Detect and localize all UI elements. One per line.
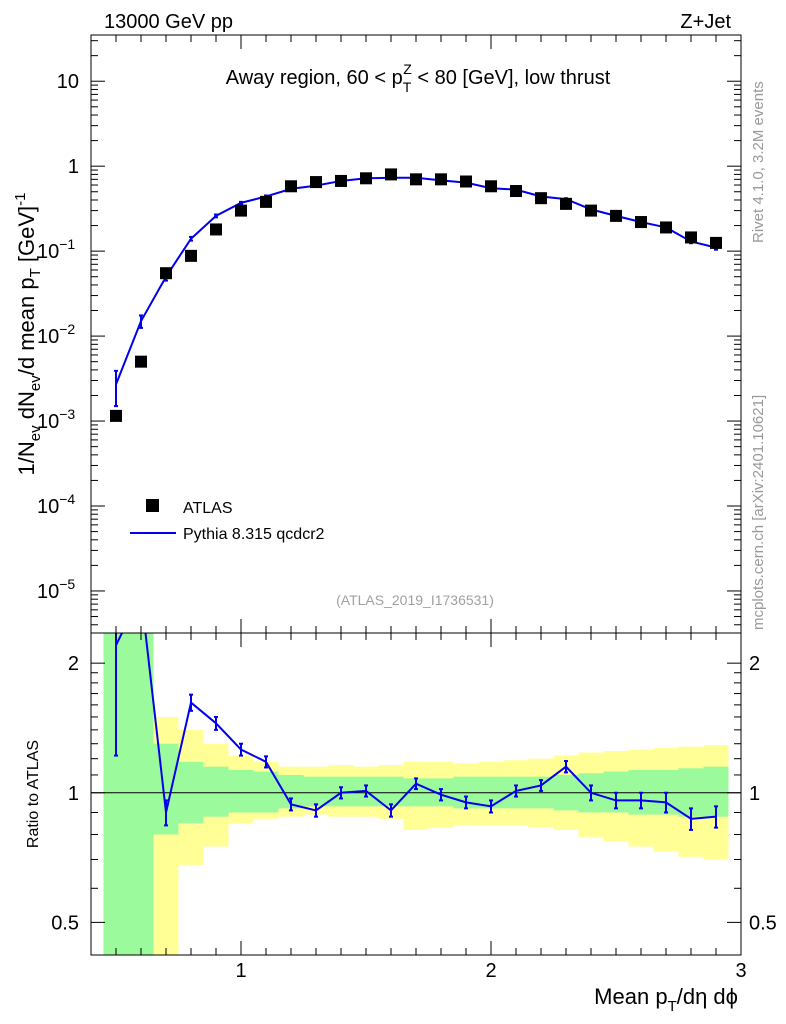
y-tick-label: 10 xyxy=(57,71,79,93)
atlas-point xyxy=(660,221,672,234)
green-band-bin xyxy=(228,769,254,813)
legend-atlas-marker xyxy=(146,499,159,512)
atlas-point xyxy=(435,173,447,186)
ratio-y-tick-label-right: 0.5 xyxy=(749,912,777,934)
ratio-uncertainty-bands xyxy=(103,633,729,955)
ratio-y-tick-label-right: 1 xyxy=(749,783,760,805)
pythia-line xyxy=(115,176,717,385)
atlas-point xyxy=(635,216,647,229)
ratio-y-tick-label: 1 xyxy=(68,783,79,805)
atlas-point xyxy=(710,236,722,249)
atlas-point xyxy=(185,249,197,262)
y-tick-label: 1 xyxy=(68,156,79,178)
atlas-point xyxy=(685,231,697,244)
x-tick-label: 3 xyxy=(735,960,746,982)
atlas-point xyxy=(335,174,347,187)
ratio-y-tick-label-right: 2 xyxy=(749,653,760,675)
y-tick-label: 10−4 xyxy=(37,491,75,518)
atlas-point xyxy=(160,267,172,280)
green-band-bin xyxy=(303,776,329,807)
y-tick-label: 10−2 xyxy=(37,321,75,348)
atlas-point xyxy=(610,209,622,222)
atlas-point xyxy=(510,185,522,198)
x-axis-label: Mean pT/dη dϕ xyxy=(594,984,738,1015)
y-tick-label: 10−5 xyxy=(37,576,75,603)
data-marks xyxy=(91,168,741,831)
atlas-point xyxy=(360,172,372,185)
atlas-point xyxy=(410,173,422,186)
legend: ATLAS Pythia 8.315 qcdcr2 xyxy=(130,499,325,543)
main-plot-frame xyxy=(90,34,742,634)
atlas-point xyxy=(110,409,122,422)
green-band-bin xyxy=(253,771,279,813)
atlas-point xyxy=(135,355,147,368)
y-axis-label: 1/Nev dNev/d mean pT [GeV]-1 xyxy=(12,193,44,476)
atlas-point xyxy=(235,204,247,217)
legend-pythia-label: Pythia 8.315 qcdcr2 xyxy=(183,526,325,543)
atlas-point xyxy=(585,204,597,217)
atlas-point xyxy=(260,195,272,208)
mcplots-label: mcplots.cern.ch [arXiv:2401.10621] xyxy=(750,395,767,630)
atlas-point xyxy=(535,192,547,205)
plot-title: Away region, 60 < pTZ < 80 [GeV], low th… xyxy=(226,61,611,95)
tick-labels: 10 1 10−1 10−2 10−3 10−4 10−5 2 2 1 1 0.5 0.5 1 2 3 xyxy=(37,71,777,982)
atlas-point xyxy=(460,175,472,188)
y-tick-label: 10−3 xyxy=(37,406,75,433)
green-band-bin xyxy=(128,633,154,955)
process-label: Z+Jet xyxy=(680,11,731,33)
x-tick-label: 1 xyxy=(235,960,246,982)
atlas-point xyxy=(210,223,222,236)
x-tick-label: 2 xyxy=(485,960,496,982)
ratio-y-tick-label: 0.5 xyxy=(51,912,79,934)
atlas-point xyxy=(310,176,322,189)
atlas-point xyxy=(285,180,297,193)
energy-label: 13000 GeV pp xyxy=(104,11,233,33)
analysis-id-label: (ATLAS_2019_I1736531) xyxy=(336,592,494,608)
green-band-bin xyxy=(203,766,229,817)
ratio-y-axis-label: Ratio to ATLAS xyxy=(25,740,42,848)
atlas-point xyxy=(385,168,397,181)
rivet-label: Rivet 4.1.0, 3.2M events xyxy=(750,81,767,243)
atlas-point xyxy=(560,197,572,210)
atlas-point xyxy=(485,180,497,193)
axes xyxy=(90,35,742,955)
ratio-y-tick-label: 2 xyxy=(68,653,79,675)
legend-atlas-label: ATLAS xyxy=(183,500,233,517)
y-tick-label: 10−1 xyxy=(37,236,75,263)
